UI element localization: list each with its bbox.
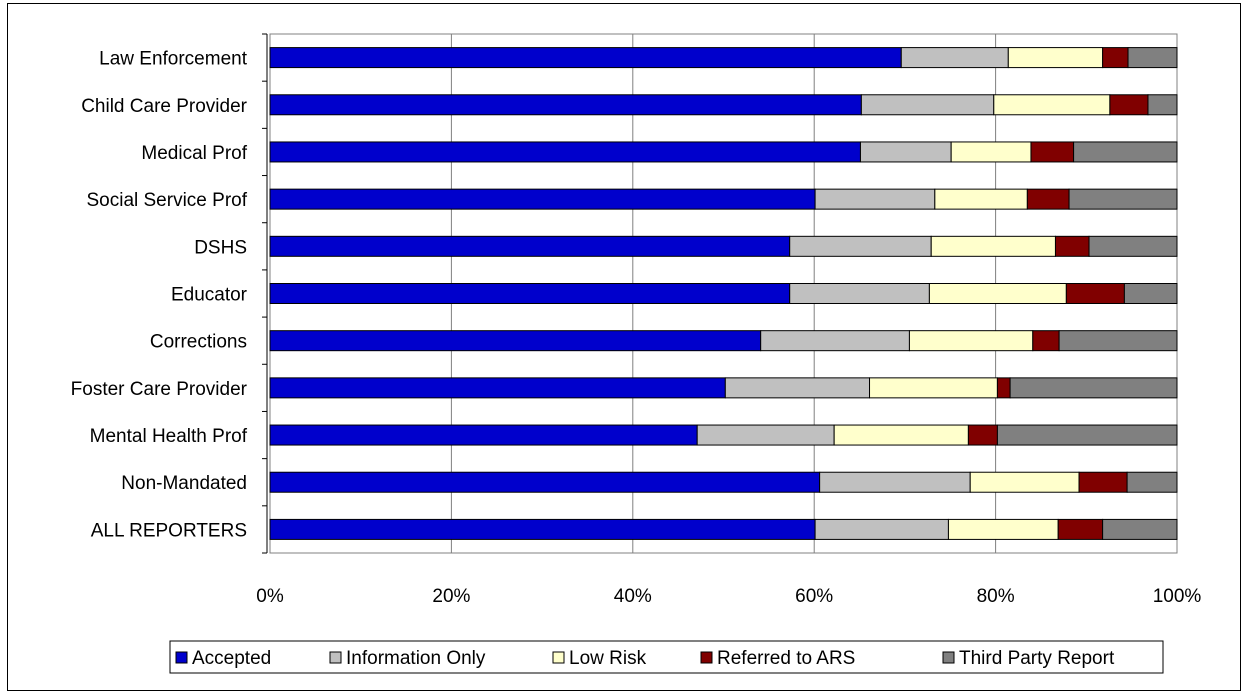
bar-segment (908, 330, 1034, 352)
axes (262, 33, 268, 554)
bar-segment (1109, 94, 1149, 116)
bar-segment (789, 235, 932, 257)
bar-segment (928, 283, 1067, 304)
bar-segment (814, 188, 936, 210)
legend-swatch (175, 651, 188, 664)
bar-segment (269, 235, 791, 257)
bar-segment (269, 330, 762, 352)
bar-segment (1007, 47, 1104, 69)
bar-segment (947, 518, 1059, 540)
bar-segment (696, 424, 835, 446)
x-tick-label: 80% (977, 586, 1015, 607)
category-label: Child Care Provider (81, 96, 247, 117)
category-label: DSHS (194, 237, 247, 258)
bar-segment (789, 283, 930, 304)
bar-segment (996, 377, 1011, 399)
bar-segment (269, 283, 791, 304)
bar-segment (934, 188, 1028, 210)
category-label: Non-Mandated (121, 473, 247, 494)
legend-swatch (942, 651, 955, 664)
bar-segment (760, 330, 910, 352)
bar-segment (269, 471, 821, 493)
bar-segment (1102, 47, 1129, 69)
legend-label: Referred to ARS (717, 648, 855, 669)
bar-segment (900, 47, 1009, 69)
bar-segment (1147, 94, 1178, 116)
bar-segment (724, 377, 871, 399)
bar-segment (1057, 518, 1104, 540)
bar-segment (860, 94, 995, 116)
bar-segment (1088, 235, 1178, 257)
legend-label: Accepted (192, 648, 271, 669)
bar-segment (1123, 283, 1178, 304)
bar-segment (1078, 471, 1128, 493)
bars (269, 47, 1178, 540)
category-label: Medical Prof (141, 143, 247, 164)
bar-segment (1102, 518, 1178, 540)
category-label: Mental Health Prof (90, 426, 248, 447)
x-tick-label: 40% (614, 586, 652, 607)
legend-swatch (700, 651, 713, 664)
bar-segment (269, 188, 816, 210)
bar-segment (996, 424, 1178, 446)
x-tick-label: 60% (795, 586, 833, 607)
bar-segment (269, 47, 902, 69)
bar-segment (269, 377, 726, 399)
bar-segment (819, 471, 971, 493)
x-tick-label: 20% (432, 586, 470, 607)
bar-segment (1032, 330, 1060, 352)
bar-segment (269, 94, 862, 116)
category-label: ALL REPORTERS (91, 520, 247, 541)
bar-segment (1054, 235, 1090, 257)
bar-segment (950, 141, 1032, 163)
bar-segment (269, 518, 816, 540)
bar-segment (1026, 188, 1070, 210)
category-label: Corrections (150, 332, 247, 353)
bar-segment (1073, 141, 1178, 163)
category-label: Social Service Prof (86, 190, 247, 211)
bar-segment (1009, 377, 1178, 399)
legend-swatch (329, 651, 342, 664)
bar-segment (993, 94, 1111, 116)
bar-segment (969, 471, 1080, 493)
bar-segment (833, 424, 969, 446)
bar-segment (1127, 47, 1178, 69)
bar-segment (967, 424, 998, 446)
bar-segment (1030, 141, 1075, 163)
category-label: Educator (171, 285, 248, 306)
bar-segment (1058, 330, 1178, 352)
legend: Accepted Information Only Low Risk Referred… (169, 640, 1164, 674)
category-labels: Law Enforcement Child Care Provider Medica… (71, 49, 248, 542)
bar-segment (1126, 471, 1178, 493)
bar-segment (930, 235, 1056, 257)
bar-segment (269, 424, 698, 446)
bar-segment (814, 518, 949, 540)
legend-label: Information Only (346, 648, 486, 669)
legend-label: Low Risk (569, 648, 647, 669)
bar-segment (869, 377, 998, 399)
legend-swatch (552, 651, 565, 664)
bar-segment (1068, 188, 1178, 210)
bar-segment (1065, 283, 1125, 304)
x-tick-label: 100% (1153, 586, 1202, 607)
category-label: Law Enforcement (99, 49, 248, 70)
legend-label: Third Party Report (959, 648, 1115, 669)
category-label: Foster Care Provider (71, 379, 248, 400)
x-tick-label: 0% (256, 586, 284, 607)
x-tick-labels: 0% 20% 40% 60% 80% 100% (256, 586, 1201, 607)
bar-segment (269, 141, 861, 163)
bar-segment (859, 141, 952, 163)
